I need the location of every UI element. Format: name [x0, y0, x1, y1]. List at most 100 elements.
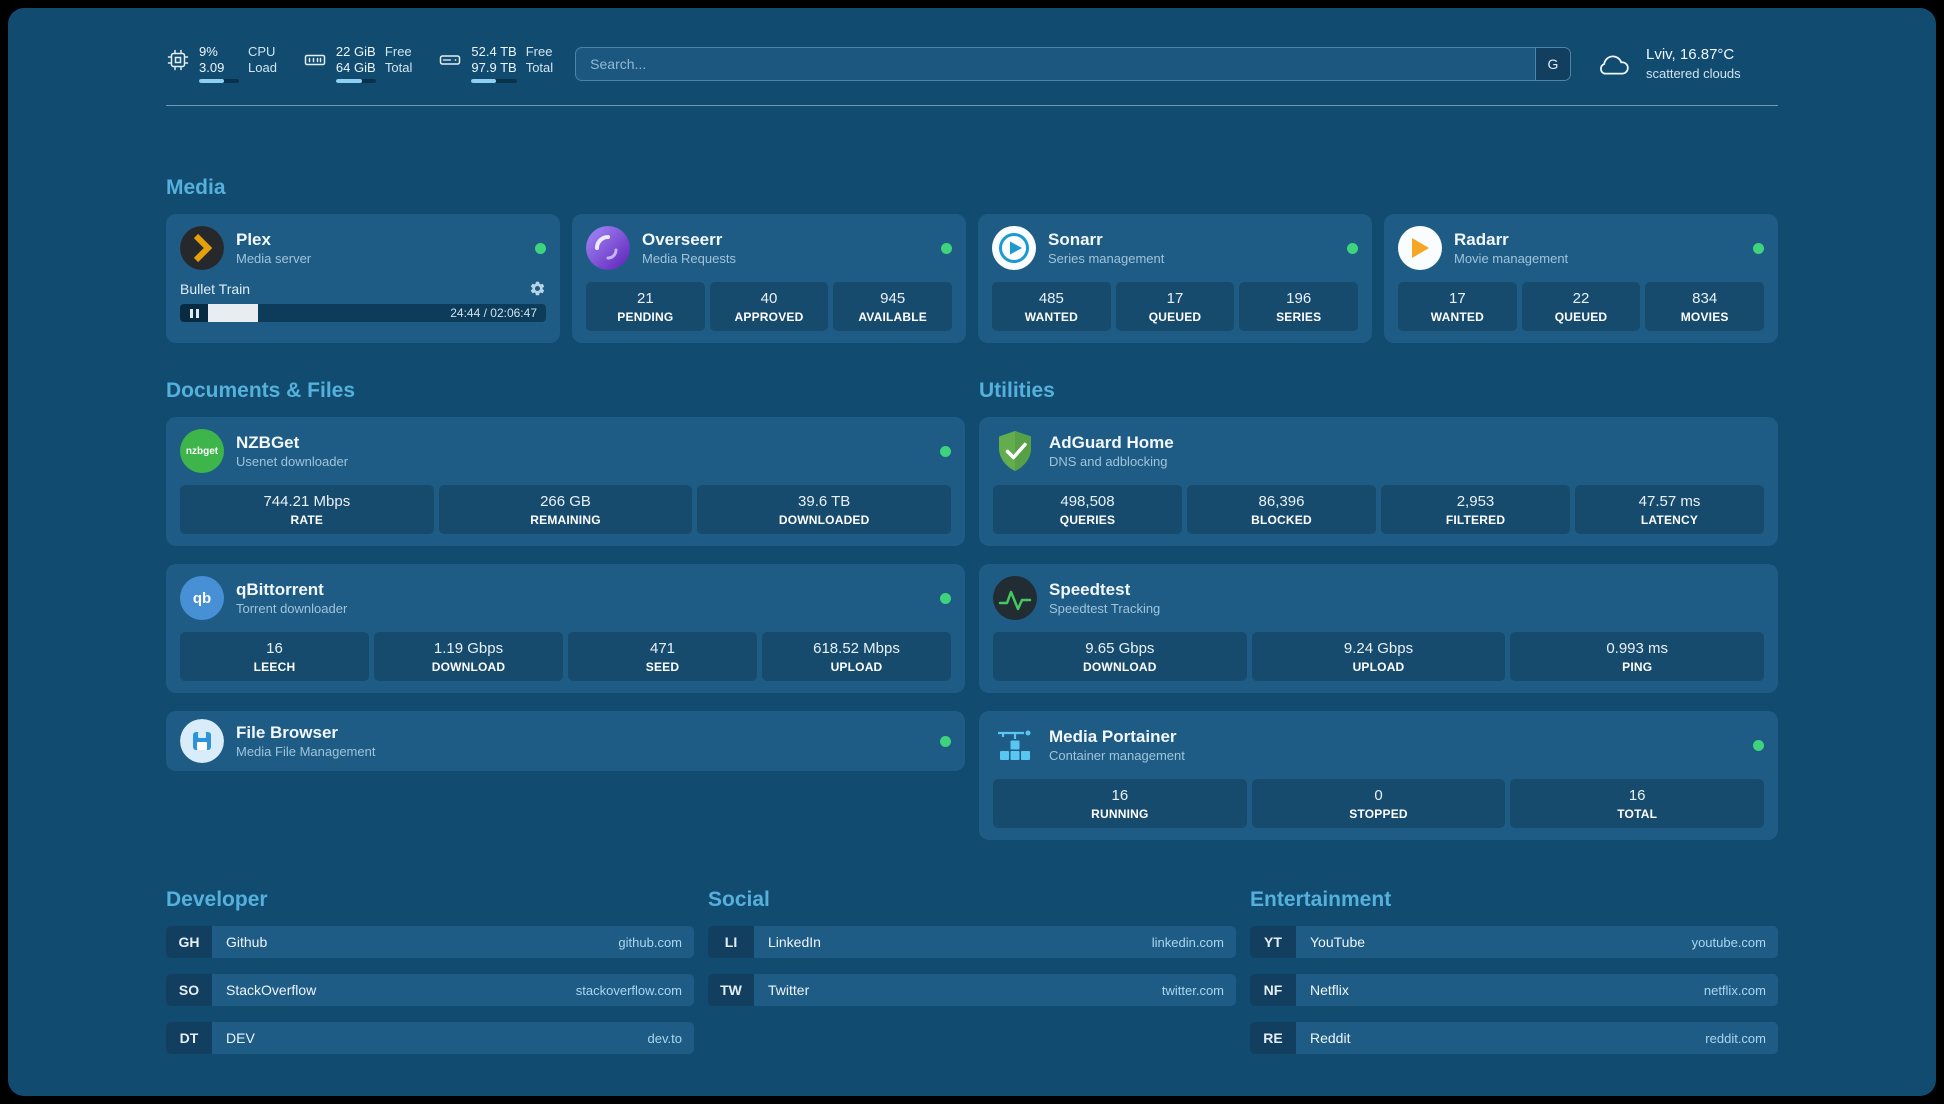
stat-upload: 618.52 Mbps UPLOAD — [762, 632, 951, 681]
app-subtitle: DNS and adblocking — [1049, 454, 1168, 469]
link-url: github.com — [618, 934, 682, 950]
cpu-usage-bar — [199, 79, 239, 83]
app-card-overseerr[interactable]: Overseerr Media Requests 21 PENDING 40 A… — [572, 214, 966, 343]
app-card-plex[interactable]: Plex Media server Bullet Train — [166, 214, 560, 343]
weather-location: Lviv, 16.87°C — [1646, 46, 1735, 63]
link-name: Twitter — [768, 982, 810, 998]
stat-value: 16 — [1628, 787, 1646, 804]
app-card-sonarr[interactable]: Sonarr Series management 485 WANTED 17 Q… — [978, 214, 1372, 343]
app-card-adguard[interactable]: AdGuard Home DNS and adblocking 498,508 … — [979, 417, 1778, 546]
link-url: netflix.com — [1703, 982, 1766, 998]
search-input[interactable] — [575, 46, 1571, 81]
stat-value: 471 — [649, 640, 676, 657]
link-reddit[interactable]: RE Reddit reddit.com — [1250, 1022, 1778, 1054]
status-dot — [940, 735, 951, 747]
stat-value: 2,953 — [1456, 493, 1495, 510]
filebrowser-icon — [180, 719, 224, 763]
stat-value: 0.993 ms — [1606, 640, 1669, 657]
cpu-label-bottom: Load — [248, 60, 277, 75]
utilities-section-title: Utilities — [979, 379, 1055, 402]
link-badge: NF — [1250, 974, 1296, 1006]
stat-queued: 17 QUEUED — [1115, 282, 1235, 331]
link-badge: RE — [1250, 1022, 1296, 1054]
app-card-portainer[interactable]: Media Portainer Container management 16 … — [979, 711, 1778, 840]
stat-label: REMAINING — [530, 513, 601, 527]
status-dot — [940, 445, 951, 457]
stat-stopped: 0 STOPPED — [1251, 779, 1506, 828]
stat-label: PENDING — [617, 310, 674, 324]
stat-value: 618.52 Mbps — [813, 640, 900, 657]
link-linkedin[interactable]: LI LinkedIn linkedin.com — [708, 926, 1236, 958]
social-section: Social LI LinkedIn linkedin.com TW Twitt… — [708, 888, 1236, 1022]
pause-icon[interactable] — [180, 304, 208, 322]
stat-wanted: 17 WANTED — [1398, 282, 1517, 331]
stat-value: 40 — [760, 290, 778, 307]
stat-download: 1.19 Gbps DOWNLOAD — [374, 632, 563, 681]
app-subtitle: Container management — [1049, 748, 1185, 763]
stat-value: 16 — [266, 640, 283, 657]
link-name: Github — [226, 934, 268, 950]
sonarr-icon — [992, 226, 1036, 270]
link-url: dev.to — [647, 1030, 682, 1046]
stat-label: MOVIES — [1680, 310, 1729, 324]
search-bar: G — [575, 46, 1571, 81]
status-dot — [941, 242, 952, 254]
memory-label-bottom: Total — [384, 60, 413, 75]
stat-label: QUEUED — [1148, 310, 1202, 324]
stat-label: AVAILABLE — [858, 310, 928, 324]
stat-series: 196 SERIES — [1239, 282, 1359, 331]
link-youtube[interactable]: YT YouTube youtube.com — [1250, 926, 1778, 958]
stat-upload: 9.24 Gbps UPLOAD — [1251, 632, 1506, 681]
stat-value: 9.24 Gbps — [1343, 640, 1414, 657]
stat-value: 945 — [880, 290, 906, 307]
stat-label: QUEUED — [1554, 310, 1608, 324]
now-playing: Bullet Train 24:44 / 02:06:47 — [180, 280, 546, 322]
search-engine-button[interactable]: G — [1535, 47, 1570, 80]
app-title: qBittorrent — [236, 580, 324, 599]
disk-icon — [440, 55, 461, 65]
app-card-nzbget[interactable]: nzbget NZBGet Usenet downloader 744.21 M… — [166, 417, 965, 546]
portainer-icon — [998, 730, 1031, 760]
link-dev[interactable]: DT DEV dev.to — [166, 1022, 694, 1054]
stat-ping: 0.993 ms PING — [1510, 632, 1765, 681]
disk-total: 97.9 TB — [471, 60, 517, 75]
link-badge: LI — [708, 926, 754, 958]
link-badge: SO — [166, 974, 212, 1006]
stat-value: 17 — [1448, 290, 1466, 307]
link-stackoverflow[interactable]: SO StackOverflow stackoverflow.com — [166, 974, 694, 1006]
developer-section: Developer GH Github github.com SO StackO… — [166, 888, 694, 1070]
link-twitter[interactable]: TW Twitter twitter.com — [708, 974, 1236, 1006]
stat-label: SEED — [645, 660, 680, 674]
app-card-speedtest[interactable]: Speedtest Speedtest Tracking 9.65 Gbps D… — [979, 564, 1778, 693]
entertainment-section-title: Entertainment — [1250, 888, 1392, 911]
stat-value: 21 — [636, 290, 654, 307]
stat-value: 266 GB — [540, 493, 591, 510]
cpu-load: 3.09 — [199, 60, 225, 75]
stat-value: 86,396 — [1258, 493, 1305, 510]
cpu-icon — [167, 49, 189, 71]
stat-value: 39.6 TB — [798, 493, 851, 510]
stat-queued: 22 QUEUED — [1521, 282, 1641, 331]
stat-wanted: 485 WANTED — [992, 282, 1111, 331]
documents-section-title: Documents & Files — [166, 379, 356, 402]
playback-progress-bar[interactable]: 24:44 / 02:06:47 — [180, 304, 546, 322]
app-card-radarr[interactable]: Radarr Movie management 17 WANTED 22 QUE… — [1384, 214, 1778, 343]
app-subtitle: Series management — [1048, 251, 1165, 266]
speedtest-icon — [993, 576, 1037, 620]
app-card-qbittorrent[interactable]: qb qBittorrent Torrent downloader 16 — [166, 564, 965, 693]
app-card-filebrowser[interactable]: File Browser Media File Management — [166, 711, 965, 771]
link-github[interactable]: GH Github github.com — [166, 926, 694, 958]
stat-rate: 744.21 Mbps RATE — [180, 485, 434, 534]
stat-value: 744.21 Mbps — [263, 493, 351, 510]
stat-value: 485 — [1038, 290, 1064, 307]
stat-label: QUERIES — [1059, 513, 1116, 527]
entertainment-section: Entertainment YT YouTube youtube.com NF … — [1250, 888, 1778, 1070]
stat-label: DOWNLOADED — [778, 513, 870, 527]
link-netflix[interactable]: NF Netflix netflix.com — [1250, 974, 1778, 1006]
stat-value: 0 — [1374, 787, 1383, 804]
gear-icon[interactable] — [529, 280, 546, 297]
disk-label-top: Free — [525, 44, 553, 59]
app-subtitle: Media server — [236, 251, 312, 266]
link-name: LinkedIn — [768, 934, 821, 950]
nzbget-icon: nzbget — [180, 429, 224, 473]
